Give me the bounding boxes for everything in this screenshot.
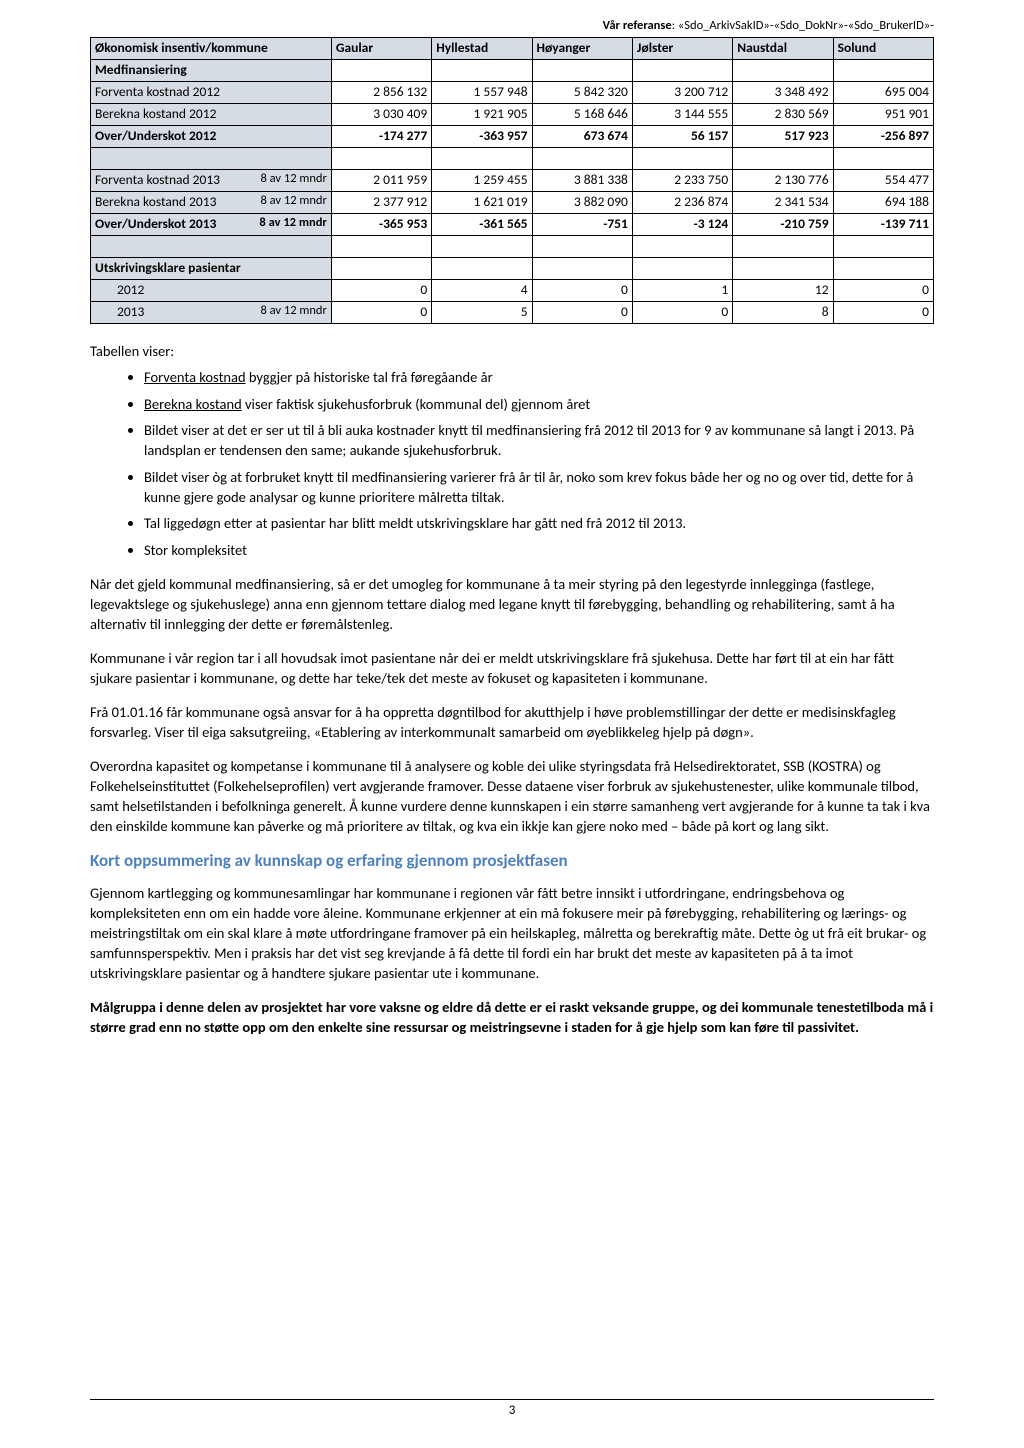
reference-line: Vår referanse: «Sdo_ArkivSakID»-«Sdo_Dok…: [90, 0, 934, 37]
intro-label: Tabellen viser:: [90, 342, 934, 362]
section-heading: Kort oppsummering av kunnskap og erfarin…: [90, 850, 934, 873]
list-item: Berekna kostand viser faktisk sjukehusfo…: [144, 394, 934, 414]
bold-conclusion: Målgruppa i denne delen av prosjektet ha…: [90, 997, 934, 1037]
list-item: Tal liggedøgn etter at pasientar har bli…: [144, 513, 934, 533]
list-item: Stor kompleksitet: [144, 540, 934, 560]
reference-value: : «Sdo_ArkivSakID»-«Sdo_DokNr»-«Sdo_Bruk…: [672, 18, 934, 33]
body-paragraph: Frå 01.01.16 får kommunane også ansvar f…: [90, 702, 934, 742]
body-paragraph: Når det gjeld kommunal medfinansiering, …: [90, 574, 934, 634]
body-paragraph: Kommunane i vår region tar i all hovudsa…: [90, 648, 934, 688]
page-number: 3: [509, 1403, 516, 1418]
list-item: Bildet viser at det er ser ut til å bli …: [144, 420, 934, 461]
page-footer: 3: [90, 1399, 934, 1420]
bullet-list: Forventa kostnad byggjer på historiske t…: [144, 367, 934, 559]
reference-label: Vår referanse: [603, 18, 672, 33]
section-paragraph: Gjennom kartlegging og kommunesamlingar …: [90, 883, 934, 983]
list-item: Bildet viser òg at forbruket knytt til m…: [144, 467, 934, 508]
body-paragraph: Overordna kapasitet og kompetanse i komm…: [90, 756, 934, 836]
list-item: Forventa kostnad byggjer på historiske t…: [144, 367, 934, 387]
economy-table: Økonomisk insentiv/kommuneGaularHyllesta…: [90, 37, 934, 324]
